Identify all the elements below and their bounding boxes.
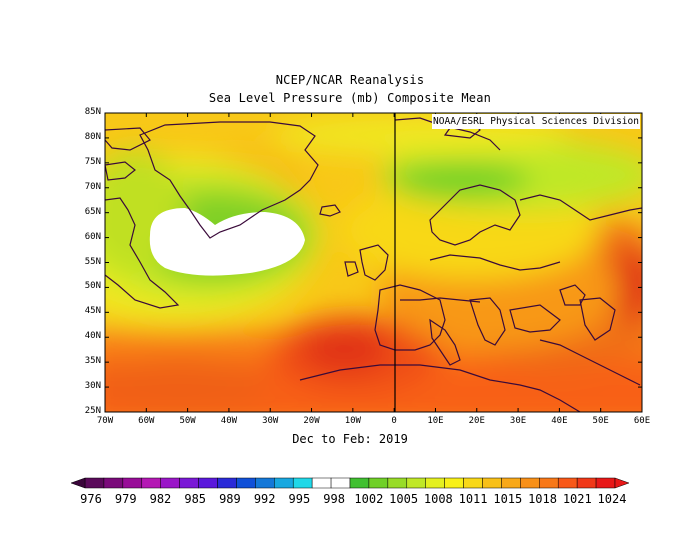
colorbar-swatch (217, 477, 237, 489)
colorbar-swatch (425, 477, 445, 489)
low-pressure-center (149, 208, 305, 276)
lon-label: 40W (220, 416, 238, 426)
colorbar-label: 1018 (528, 492, 557, 506)
colorbar-swatch (179, 477, 199, 489)
colorbar-swatch (539, 477, 559, 489)
colorbar-label: 979 (114, 492, 137, 506)
lat-label: 70N (84, 181, 101, 192)
lon-label: 70W (96, 416, 114, 426)
lon-label: 60W (138, 416, 155, 426)
colorbar-swatch (557, 477, 578, 489)
colorbar-swatch (122, 477, 143, 489)
colorbar-swatch (330, 477, 351, 489)
colorbar-label: 976 (80, 492, 102, 506)
colorbar-label: 1021 (562, 492, 592, 506)
colorbar-label: 1015 (493, 492, 523, 506)
colorbar-arrow-right (614, 477, 630, 489)
colorbar-swatch (444, 477, 464, 489)
lon-label: 0 (391, 416, 397, 426)
colorbar-swatch (368, 477, 389, 489)
pressure-field (105, 113, 642, 412)
credit-label: NOAA/ESRL Physical Sciences Division (432, 114, 640, 129)
lat-label: 35N (84, 356, 101, 367)
colorbar-swatch (292, 477, 313, 489)
colorbar-swatch (406, 477, 426, 489)
lon-label: 10W (344, 416, 361, 426)
colorbar-label: 1005 (389, 492, 419, 506)
coastlines (105, 117, 642, 412)
colorbar-swatch (576, 477, 597, 489)
chart-title: NCEP/NCAR Reanalysis (275, 73, 425, 87)
colorbar-label: 995 (288, 492, 311, 506)
lon-label: 50W (179, 416, 196, 426)
lat-label: 25N (84, 406, 101, 416)
colorbar-label: 982 (149, 492, 172, 506)
lon-label: 20E (468, 416, 485, 426)
lat-label: 55N (84, 256, 101, 267)
colorbar-swatch (198, 477, 218, 489)
colorbar-label: 985 (184, 492, 207, 506)
colorbar-swatch (501, 477, 521, 489)
colorbar-label: 992 (253, 492, 276, 506)
lat-label: 40N (84, 331, 101, 342)
colorbar-swatch (349, 477, 370, 489)
colorbar-swatch (482, 477, 502, 489)
lon-label: 50E (592, 416, 609, 426)
chart-subtitle: Sea Level Pressure (mb) Composite Mean (208, 91, 492, 105)
colorbar-swatch (387, 477, 408, 489)
lat-label: 60N (84, 231, 101, 242)
colorbar-swatch (311, 477, 332, 489)
period-label: Dec to Feb: 2019 (292, 432, 408, 446)
lon-label: 20W (303, 416, 320, 426)
lon-label: 30W (262, 416, 279, 426)
lat-label: 50N (84, 281, 101, 292)
lon-label: 40E (551, 416, 568, 426)
colorbar-swatch (236, 477, 256, 489)
colorbar-swatch (520, 477, 540, 489)
colorbar-label: 1008 (423, 492, 453, 506)
colorbar-label: 998 (323, 492, 345, 506)
colorbar-swatch (141, 477, 161, 489)
colorbar-swatch (103, 477, 124, 489)
colorbar-arrow-left (70, 477, 86, 489)
colorbar-swatch (84, 477, 105, 489)
colorbar-swatch (463, 477, 483, 489)
lon-label: 60E (633, 416, 651, 426)
lat-label: 45N (84, 306, 101, 317)
colorbar-label: 1024 (597, 492, 627, 506)
axis-ticks (104, 112, 643, 413)
colorbar-swatch (160, 477, 180, 489)
lat-label: 30N (84, 381, 101, 392)
colorbar-swatch (255, 477, 275, 489)
lon-label: 30E (509, 416, 527, 426)
lon-label: 10E (427, 416, 444, 426)
lat-label: 75N (84, 156, 101, 167)
colorbar-swatch (274, 477, 294, 489)
colorbar-label: 1011 (458, 492, 488, 506)
colorbar-swatch (595, 477, 616, 489)
lat-label: 85N (84, 107, 101, 117)
lat-label: 80N (84, 131, 101, 142)
lat-label: 65N (84, 206, 101, 217)
colorbar-label: 989 (219, 492, 241, 506)
colorbar-label: 1002 (354, 492, 384, 506)
